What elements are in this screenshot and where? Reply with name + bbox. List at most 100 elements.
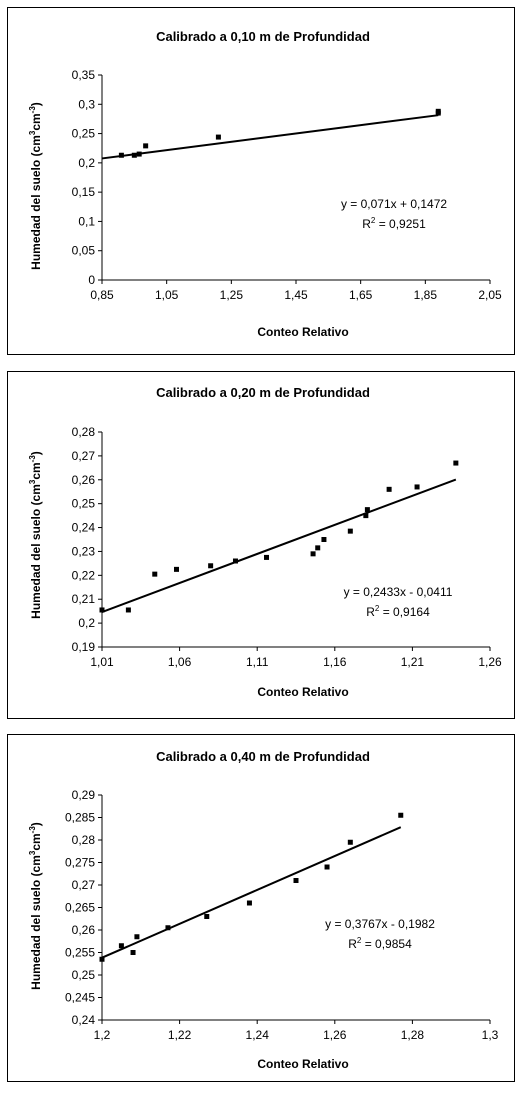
y-tick-label: 0,19 bbox=[72, 640, 96, 654]
data-point bbox=[453, 460, 459, 466]
y-tick-label: 0,245 bbox=[65, 991, 95, 1005]
r2-sup: 2 bbox=[375, 604, 380, 613]
y-tick-label: 0,24 bbox=[72, 521, 96, 535]
data-point bbox=[364, 507, 370, 513]
data-point bbox=[131, 152, 137, 158]
y-tick-label: 0,15 bbox=[72, 185, 96, 199]
y-label-part-3: ) bbox=[29, 451, 43, 455]
y-label-sup-1: 3 bbox=[28, 479, 37, 484]
x-tick-label: 1,28 bbox=[401, 1028, 425, 1042]
r2-prefix: R bbox=[362, 217, 371, 231]
r2-value: = 0,9854 bbox=[361, 937, 412, 951]
chart-title: Calibrado a 0,20 m de Profundidad bbox=[156, 385, 370, 400]
y-tick-label: 0,05 bbox=[72, 244, 96, 258]
y-label-sup-1: 3 bbox=[28, 850, 37, 855]
chart-panel-1: Calibrado a 0,10 m de Profundidad 0 0,05 0… bbox=[7, 7, 515, 355]
r2-value: = 0,9164 bbox=[379, 605, 430, 619]
x-tick-label: 1,45 bbox=[284, 288, 308, 302]
y-tick-label: 0,265 bbox=[65, 901, 95, 915]
y-tick-label: 0,26 bbox=[72, 473, 96, 487]
data-point bbox=[165, 925, 171, 931]
trend-equation: y = 0,3767x - 0,1982 bbox=[325, 917, 435, 931]
y-axis-label: Humedad del suelo (cm3cm-3) bbox=[28, 102, 43, 270]
r-squared: R2 = 0,9164 bbox=[366, 604, 430, 619]
x-tick-label: 1,2 bbox=[94, 1028, 111, 1042]
data-point bbox=[143, 143, 149, 149]
y-axis-label: Humedad del suelo (cm3cm-3) bbox=[28, 451, 43, 619]
y-tick-label: 0,21 bbox=[72, 592, 96, 606]
y-label-sup-1: 3 bbox=[28, 130, 37, 135]
data-point bbox=[324, 864, 330, 870]
r2-sup: 2 bbox=[371, 216, 376, 225]
data-point bbox=[152, 571, 158, 577]
data-point bbox=[363, 513, 369, 519]
data-point bbox=[246, 900, 252, 906]
y-label-part-2: cm bbox=[29, 113, 43, 130]
y-tick-label: 0,28 bbox=[72, 425, 96, 439]
y-tick-label: 0,24 bbox=[72, 1013, 96, 1027]
r-squared: R2 = 0,9854 bbox=[348, 936, 412, 951]
data-point bbox=[118, 943, 124, 949]
y-tick-label: 0,25 bbox=[72, 968, 96, 982]
y-label-part-2: cm bbox=[29, 462, 43, 479]
x-tick-label: 1,01 bbox=[90, 655, 114, 669]
y-label-sup-2: -3 bbox=[28, 106, 37, 114]
y-label-part-1: Humedad del suelo (cm bbox=[29, 484, 43, 619]
r2-sup: 2 bbox=[357, 936, 362, 945]
y-tick-label: 0,35 bbox=[72, 68, 96, 82]
y-tick-label: 0,25 bbox=[72, 497, 96, 511]
y-tick-label: 0,1 bbox=[78, 214, 95, 228]
x-tick-label: 1,85 bbox=[414, 288, 438, 302]
data-point bbox=[414, 484, 420, 490]
y-tick-label: 0,2 bbox=[78, 616, 95, 630]
x-tick-label: 1,22 bbox=[168, 1028, 192, 1042]
data-point bbox=[264, 554, 270, 560]
x-tick-label: 1,26 bbox=[323, 1028, 347, 1042]
x-tick-label: 0,85 bbox=[90, 288, 114, 302]
data-point bbox=[347, 839, 353, 845]
y-label-part-1: Humedad del suelo (cm bbox=[29, 135, 43, 270]
chart-title: Calibrado a 0,40 m de Profundidad bbox=[156, 749, 370, 764]
data-point bbox=[321, 537, 327, 542]
data-point bbox=[173, 566, 179, 572]
x-tick-label: 1,65 bbox=[349, 288, 373, 302]
r2-prefix: R bbox=[366, 605, 375, 619]
trendline bbox=[101, 114, 439, 160]
y-label-part-3: ) bbox=[29, 822, 43, 826]
data-point bbox=[118, 152, 124, 158]
y-tick-label: 0,29 bbox=[72, 788, 96, 802]
r2-prefix: R bbox=[348, 937, 357, 951]
data-point bbox=[310, 551, 316, 557]
y-label-sup-2: -3 bbox=[28, 455, 37, 463]
y-tick-label: 0,27 bbox=[72, 878, 96, 892]
data-point bbox=[347, 528, 353, 534]
data-point bbox=[293, 878, 299, 883]
trendline bbox=[101, 478, 457, 613]
y-tick-label: 0,255 bbox=[65, 946, 95, 960]
data-point bbox=[435, 108, 441, 114]
x-axis-label: Conteo Relativo bbox=[257, 685, 348, 699]
data-point bbox=[130, 950, 136, 955]
data-point bbox=[232, 558, 238, 564]
x-tick-label: 1,06 bbox=[168, 655, 192, 669]
y-tick-label: 0,27 bbox=[72, 449, 96, 463]
x-tick-label: 1,11 bbox=[246, 655, 269, 669]
trend-equation: y = 0,2433x - 0,0411 bbox=[344, 585, 453, 599]
data-point bbox=[204, 914, 210, 919]
x-tick-label: 1,24 bbox=[246, 1028, 270, 1042]
y-label-part-3: ) bbox=[29, 102, 43, 106]
chart-svg-3: Calibrado a 0,40 m de Profundidad 0,24 0,… bbox=[28, 749, 499, 1071]
x-tick-label: 1,26 bbox=[478, 655, 502, 669]
chart-panel-3: Calibrado a 0,40 m de Profundidad 0,24 0,… bbox=[7, 734, 515, 1082]
data-point bbox=[134, 934, 140, 940]
x-axis-label: Conteo Relativo bbox=[257, 1057, 348, 1071]
data-point bbox=[386, 486, 392, 492]
x-axis-label: Conteo Relativo bbox=[257, 325, 348, 339]
trendline bbox=[101, 826, 402, 959]
y-tick-label: 0,2 bbox=[78, 156, 95, 170]
y-axis-label: Humedad del suelo (cm3cm-3) bbox=[28, 822, 43, 990]
chart-svg-1: Calibrado a 0,10 m de Profundidad 00,050… bbox=[28, 29, 502, 339]
y-label-part-1: Humedad del suelo (cm bbox=[29, 855, 43, 990]
data-point bbox=[398, 812, 404, 818]
data-point bbox=[125, 607, 131, 613]
